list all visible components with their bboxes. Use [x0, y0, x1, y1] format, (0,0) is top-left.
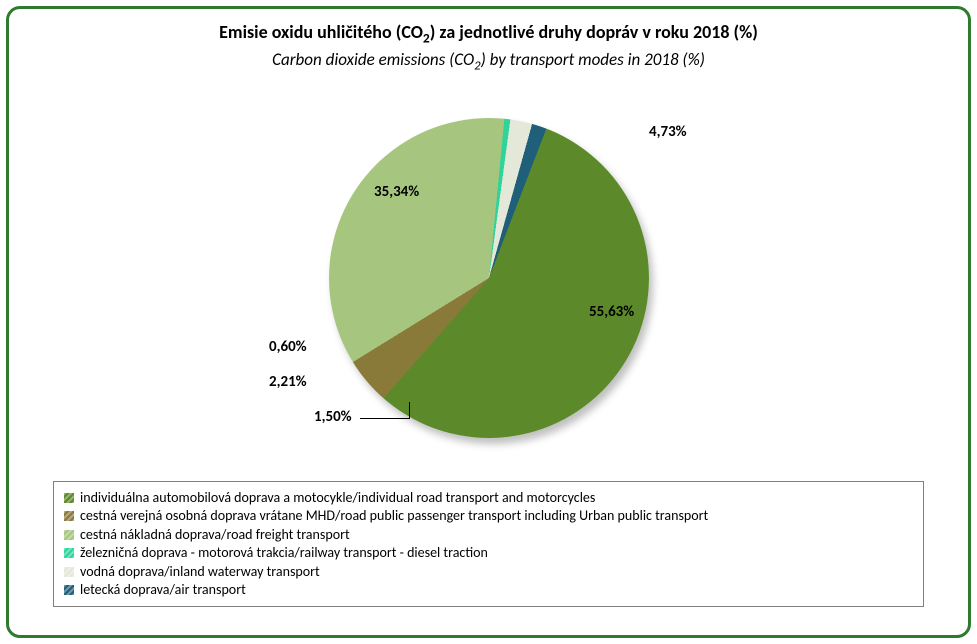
leader-line — [409, 402, 410, 419]
legend-item-0: individuálna automobilová doprava a moto… — [64, 489, 913, 507]
legend-item-4: vodná doprava/inland waterway transport — [64, 563, 913, 581]
legend-label: vodná doprava/inland waterway transport — [80, 563, 320, 581]
legend-label: cestná verejná osobná doprava vrátane MH… — [80, 507, 708, 525]
chart-title-sub: Carbon dioxide emissions (CO2) by transp… — [29, 49, 948, 73]
legend-item-5: letecká doprava/air transport — [64, 581, 913, 599]
chart-title-main: Emisie oxidu uhličitého (CO2) za jednotl… — [29, 21, 948, 47]
legend-swatch-icon — [64, 530, 74, 540]
legend-item-3: železničná doprava - motorová trakcia/ra… — [64, 544, 913, 562]
legend-swatch-icon — [64, 493, 74, 503]
legend: individuálna automobilová doprava a moto… — [53, 481, 924, 607]
slice-label-1: 4,73% — [649, 123, 687, 141]
legend-item-2: cestná nákladná doprava/road freight tra… — [64, 526, 913, 544]
slice-label-4: 2,21% — [269, 373, 307, 391]
legend-swatch-icon — [64, 511, 74, 521]
slice-label-2: 35,34% — [374, 183, 419, 201]
legend-label: individuálna automobilová doprava a moto… — [80, 489, 595, 507]
chart-area: 55,63% 4,73% 35,34% 0,60% 2,21% 1,50% — [29, 83, 948, 473]
chart-container: Emisie oxidu uhličitého (CO2) za jednotl… — [6, 6, 971, 638]
legend-label: letecká doprava/air transport — [80, 581, 246, 599]
legend-label: cestná nákladná doprava/road freight tra… — [80, 526, 350, 544]
legend-swatch-icon — [64, 567, 74, 577]
legend-swatch-icon — [64, 585, 74, 595]
pie-chart — [329, 118, 649, 438]
slice-label-0: 55,63% — [589, 303, 634, 321]
slice-label-5: 1,50% — [314, 408, 352, 426]
leader-line — [360, 418, 410, 419]
slice-label-3: 0,60% — [269, 338, 307, 356]
legend-swatch-icon — [64, 548, 74, 558]
legend-item-1: cestná verejná osobná doprava vrátane MH… — [64, 507, 913, 525]
legend-label: železničná doprava - motorová trakcia/ra… — [80, 544, 488, 562]
